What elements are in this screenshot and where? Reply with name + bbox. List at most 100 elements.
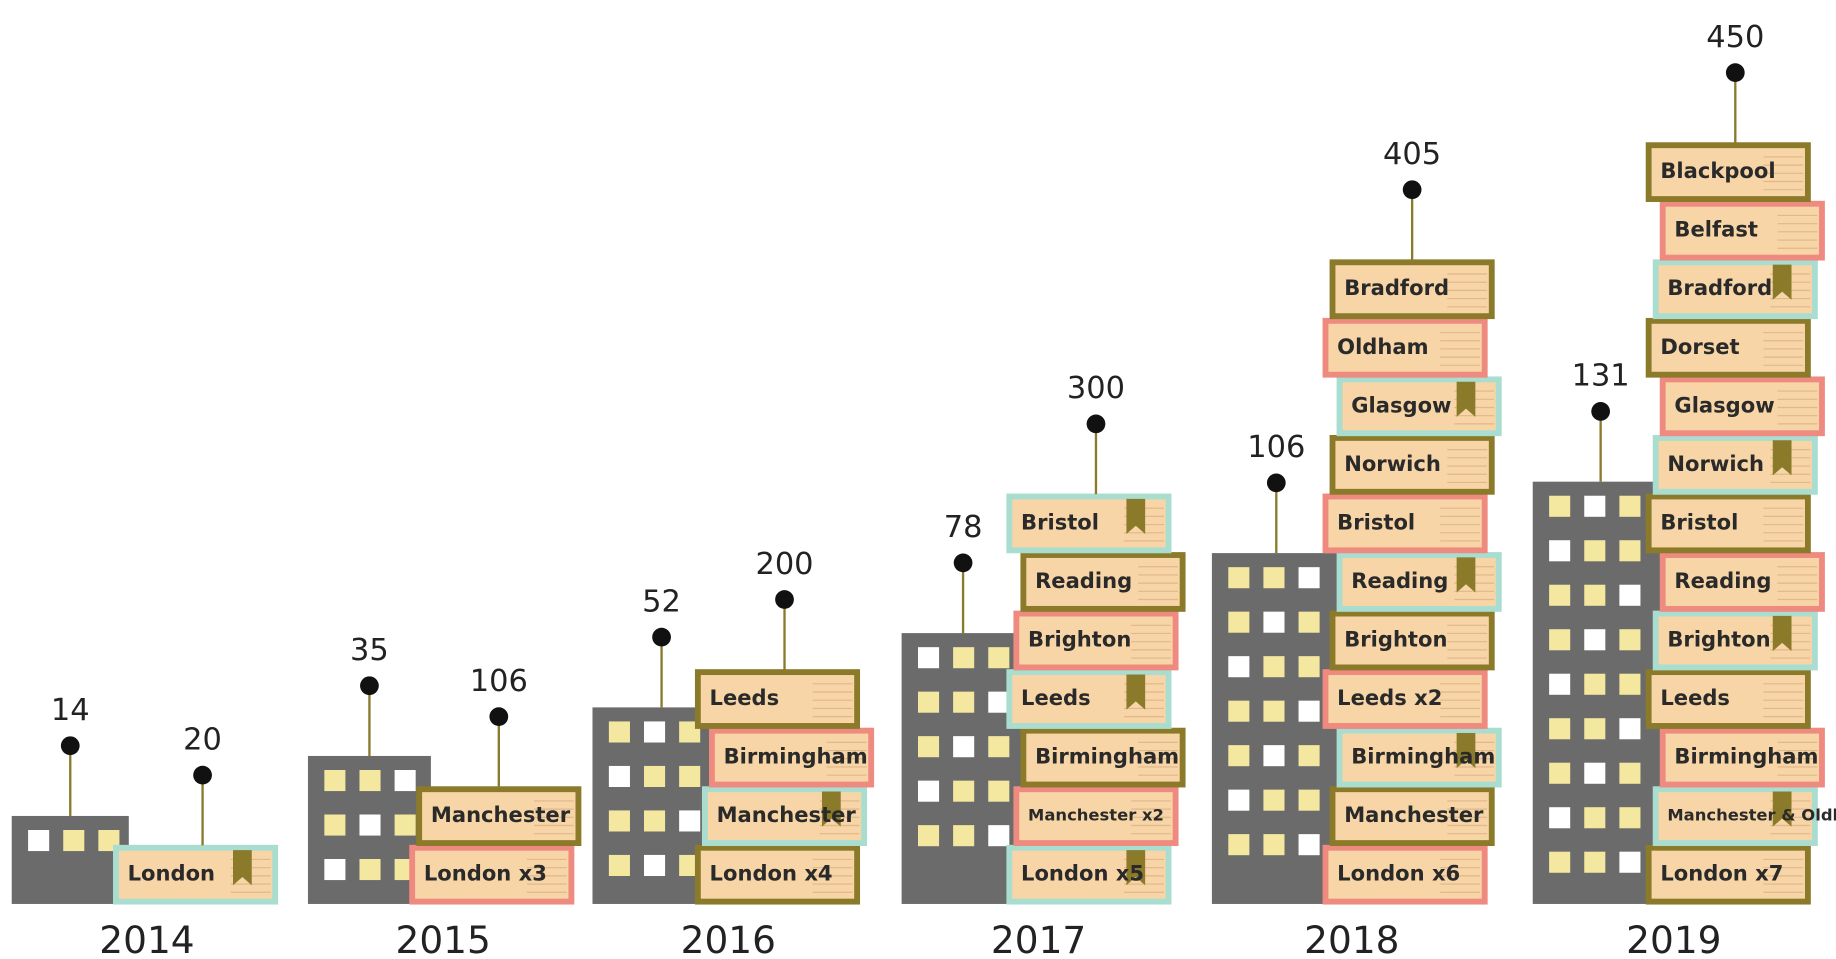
window	[1298, 567, 1320, 589]
window	[918, 780, 940, 802]
value-label: 106	[470, 664, 528, 699]
pin-dot	[775, 590, 794, 609]
window	[1619, 673, 1641, 695]
window	[324, 858, 346, 881]
window	[1228, 567, 1250, 589]
book: London x4	[694, 844, 861, 905]
window	[918, 647, 940, 669]
book: Manchester x2	[1013, 786, 1179, 846]
book-label: Bristol	[1660, 509, 1738, 534]
book-label: London x5	[1021, 861, 1144, 886]
book: Brighton	[1329, 610, 1495, 671]
book: Bradford	[1652, 259, 1818, 320]
book-cover	[1020, 727, 1186, 788]
window	[1298, 789, 1320, 811]
book-label: Dorset	[1660, 334, 1739, 359]
book: Birmingham	[1336, 727, 1502, 788]
book-label: Reading	[1351, 568, 1448, 593]
value-label: 405	[1383, 137, 1441, 172]
bookmark	[1772, 440, 1792, 476]
window	[608, 854, 630, 876]
book: Leeds x2	[1322, 669, 1488, 729]
value-label: 14	[51, 693, 90, 728]
window	[1584, 584, 1606, 606]
window	[1549, 584, 1571, 606]
book: Brighton	[1013, 610, 1179, 671]
book-label: Brighton	[1028, 627, 1131, 652]
window	[1584, 673, 1606, 695]
book-cover	[708, 727, 875, 788]
window	[1263, 834, 1285, 856]
window	[1619, 762, 1641, 784]
bookmark	[1456, 557, 1476, 593]
window	[1549, 540, 1571, 562]
bookmark	[1126, 498, 1146, 534]
bookmark	[1772, 615, 1792, 652]
window	[988, 825, 1010, 847]
value-label: 52	[642, 584, 681, 619]
book-label: Brighton	[1344, 627, 1447, 652]
window	[644, 810, 666, 832]
book-label: London x7	[1660, 861, 1783, 886]
window	[359, 814, 381, 836]
book: Leeds	[1645, 669, 1811, 729]
book: Oldham	[1322, 317, 1488, 378]
window	[679, 765, 701, 788]
pin-dot	[489, 707, 509, 726]
pin-dot	[60, 736, 80, 756]
window	[918, 736, 940, 758]
book: Bradford	[1329, 259, 1495, 320]
book-label: Belfast	[1674, 217, 1758, 242]
book-label: Norwich	[1344, 451, 1441, 476]
book: Norwich	[1329, 435, 1495, 495]
book-label: London x4	[710, 861, 833, 886]
window	[63, 830, 85, 852]
book: Bristol	[1322, 493, 1488, 554]
year-label: 2014	[99, 918, 194, 959]
book-label: Manchester & Oldham	[1667, 806, 1836, 825]
window	[324, 814, 346, 836]
book: London x7	[1645, 844, 1811, 905]
book-label: Bradford	[1344, 275, 1449, 300]
window	[608, 765, 630, 788]
window	[953, 647, 975, 669]
book-label: Leeds	[1660, 685, 1730, 710]
book-label: Blackpool	[1660, 158, 1775, 183]
window	[1619, 851, 1641, 873]
book-label: Oldham	[1337, 334, 1428, 359]
book: Birmingham	[1659, 727, 1825, 788]
window	[1549, 629, 1571, 651]
book: Manchester	[1329, 786, 1495, 846]
book: Reading	[1020, 552, 1186, 612]
window	[1584, 540, 1606, 562]
book: Brighton	[1652, 610, 1818, 671]
window	[1228, 834, 1250, 856]
window	[644, 854, 666, 876]
bookmark	[1126, 850, 1146, 886]
book: Blackpool	[1645, 142, 1811, 202]
window	[679, 810, 701, 832]
window	[1228, 745, 1250, 767]
window	[988, 647, 1010, 669]
building	[11, 815, 129, 904]
book: Leeds	[1006, 669, 1172, 729]
year-label: 2018	[1304, 918, 1399, 959]
book: London x6	[1322, 844, 1488, 905]
window	[1263, 745, 1285, 767]
window	[1298, 745, 1320, 767]
year-label: 2016	[681, 918, 776, 959]
window	[953, 691, 975, 713]
window	[988, 691, 1010, 713]
book-label: London	[128, 861, 215, 886]
window	[394, 770, 416, 792]
pin-dot	[193, 765, 212, 785]
value-label: 450	[1706, 20, 1764, 55]
book-label: Manchester	[717, 802, 857, 827]
window	[1263, 567, 1285, 589]
value-label: 78	[944, 510, 983, 545]
book: Dorset	[1645, 317, 1811, 378]
window	[953, 736, 975, 758]
window	[28, 830, 50, 852]
book-label: Birmingham	[724, 744, 868, 769]
